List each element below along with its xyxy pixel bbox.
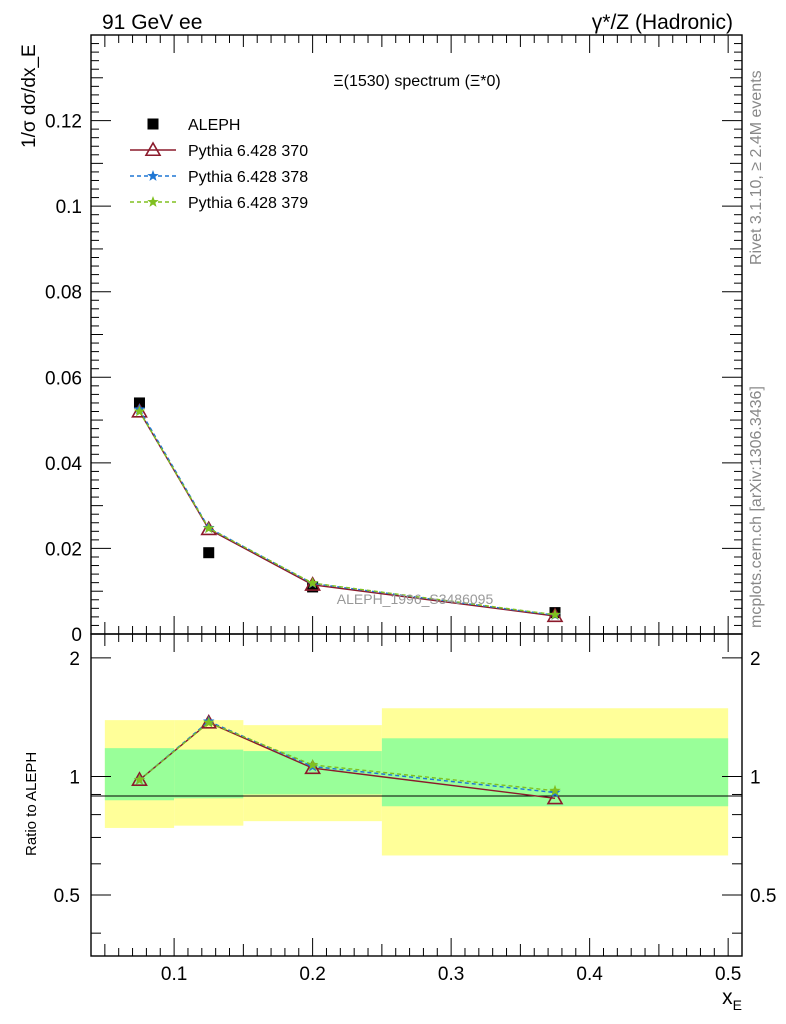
inner-band	[174, 749, 244, 799]
series-marker	[133, 405, 146, 417]
main-plot: 0 0.02 0.04 0.06 0.08 0.1 0.12 Ξ(1530) spectru…	[19, 34, 743, 646]
series-line	[138, 411, 556, 617]
ratio-plot-frame	[90, 633, 743, 957]
ratio-y-tick-label: 0.5	[54, 886, 80, 907]
main-series	[131, 397, 564, 623]
y-tick-label: 0.08	[45, 283, 82, 304]
series-line	[138, 409, 556, 616]
series-line	[138, 411, 556, 616]
chart-title: Ξ(1530) spectrum (Ξ*0)	[333, 73, 501, 90]
header-right: γ*/Z (Hadronic)	[592, 11, 733, 34]
y-tick-label: 0.02	[45, 539, 82, 560]
legend-entry: Pythia 6.428 370	[188, 143, 308, 160]
legend-entry: Pythia 6.428 379	[188, 195, 308, 212]
series-marker	[203, 522, 215, 534]
legend-marker	[147, 196, 159, 207]
x-tick-label: 0.2	[299, 964, 325, 985]
ratio-marker	[546, 789, 564, 805]
ratio-y-axis-label: Ratio to ALEPH	[23, 752, 40, 856]
x-tick-label: 0.1	[161, 964, 187, 985]
rivet-label: Rivet 3.1.10, ≥ 2.4M events	[748, 70, 765, 265]
ratio-marker	[304, 759, 321, 775]
legend-entry: ALEPH	[188, 117, 240, 134]
legend-marker-aleph	[147, 118, 159, 130]
legend-entry: Pythia 6.428 378	[188, 169, 308, 186]
uncertainty-bands	[104, 708, 729, 856]
legend-marker	[147, 170, 159, 181]
y-tick-label: 0.12	[45, 112, 82, 133]
ratio-line	[139, 721, 556, 792]
x-axis-label: xE	[722, 986, 742, 1013]
mcplots-label: mcplots.cern.ch [arXiv:1306.3436]	[748, 386, 765, 628]
ratio-y-tick-label: 1	[69, 767, 80, 788]
ratio-plot: 0.1 0.2 0.3 0.4 0.5 0.5 0.5 1 1 2 2 Ratio to ALEPH…	[23, 633, 776, 1013]
top-axis-ticks: 0 0.02 0.04 0.06 0.08 0.1 0.12	[45, 35, 742, 646]
series-marker	[306, 577, 319, 588]
y-tick-label: 0	[71, 625, 82, 646]
series-marker	[200, 520, 218, 536]
header-left: 91 GeV ee	[102, 11, 202, 34]
ratio-marker	[203, 716, 215, 728]
data-point-aleph	[307, 581, 319, 593]
data-point-aleph	[203, 547, 215, 559]
main-y-axis-label: 1/σ dσ/dx_E	[19, 44, 40, 148]
x-tick-label: 0.4	[576, 964, 603, 985]
legend: ALEPH Pythia 6.428 370 Pythia 6.428 378 Pyt…	[130, 117, 308, 212]
ratio-marker	[549, 784, 561, 796]
x-tick-label: 0.5	[715, 964, 741, 985]
series-marker	[549, 608, 561, 620]
y-tick-label: 0.04	[45, 454, 82, 475]
legend-marker	[144, 141, 162, 157]
ratio-series	[131, 713, 564, 805]
ratio-y-tick-label-right: 0.5	[750, 886, 776, 907]
y-tick-label: 0.06	[45, 368, 82, 389]
series-marker	[304, 576, 321, 591]
ratio-axis-ticks: 0.1 0.2 0.3 0.4 0.5 0.5 0.5 1 1 2 2	[54, 634, 776, 985]
x-tick-label: 0.3	[438, 964, 464, 985]
ratio-y-tick-label-right: 1	[750, 767, 761, 788]
ratio-marker	[133, 773, 146, 785]
ratio-y-tick-label: 2	[69, 649, 80, 670]
ratio-marker	[306, 758, 319, 770]
series-marker	[546, 607, 564, 623]
ratio-y-tick-label-right: 2	[750, 649, 761, 670]
y-tick-label: 0.1	[56, 197, 82, 218]
analysis-annotation: ALEPH_1996_S3486095	[337, 591, 494, 607]
